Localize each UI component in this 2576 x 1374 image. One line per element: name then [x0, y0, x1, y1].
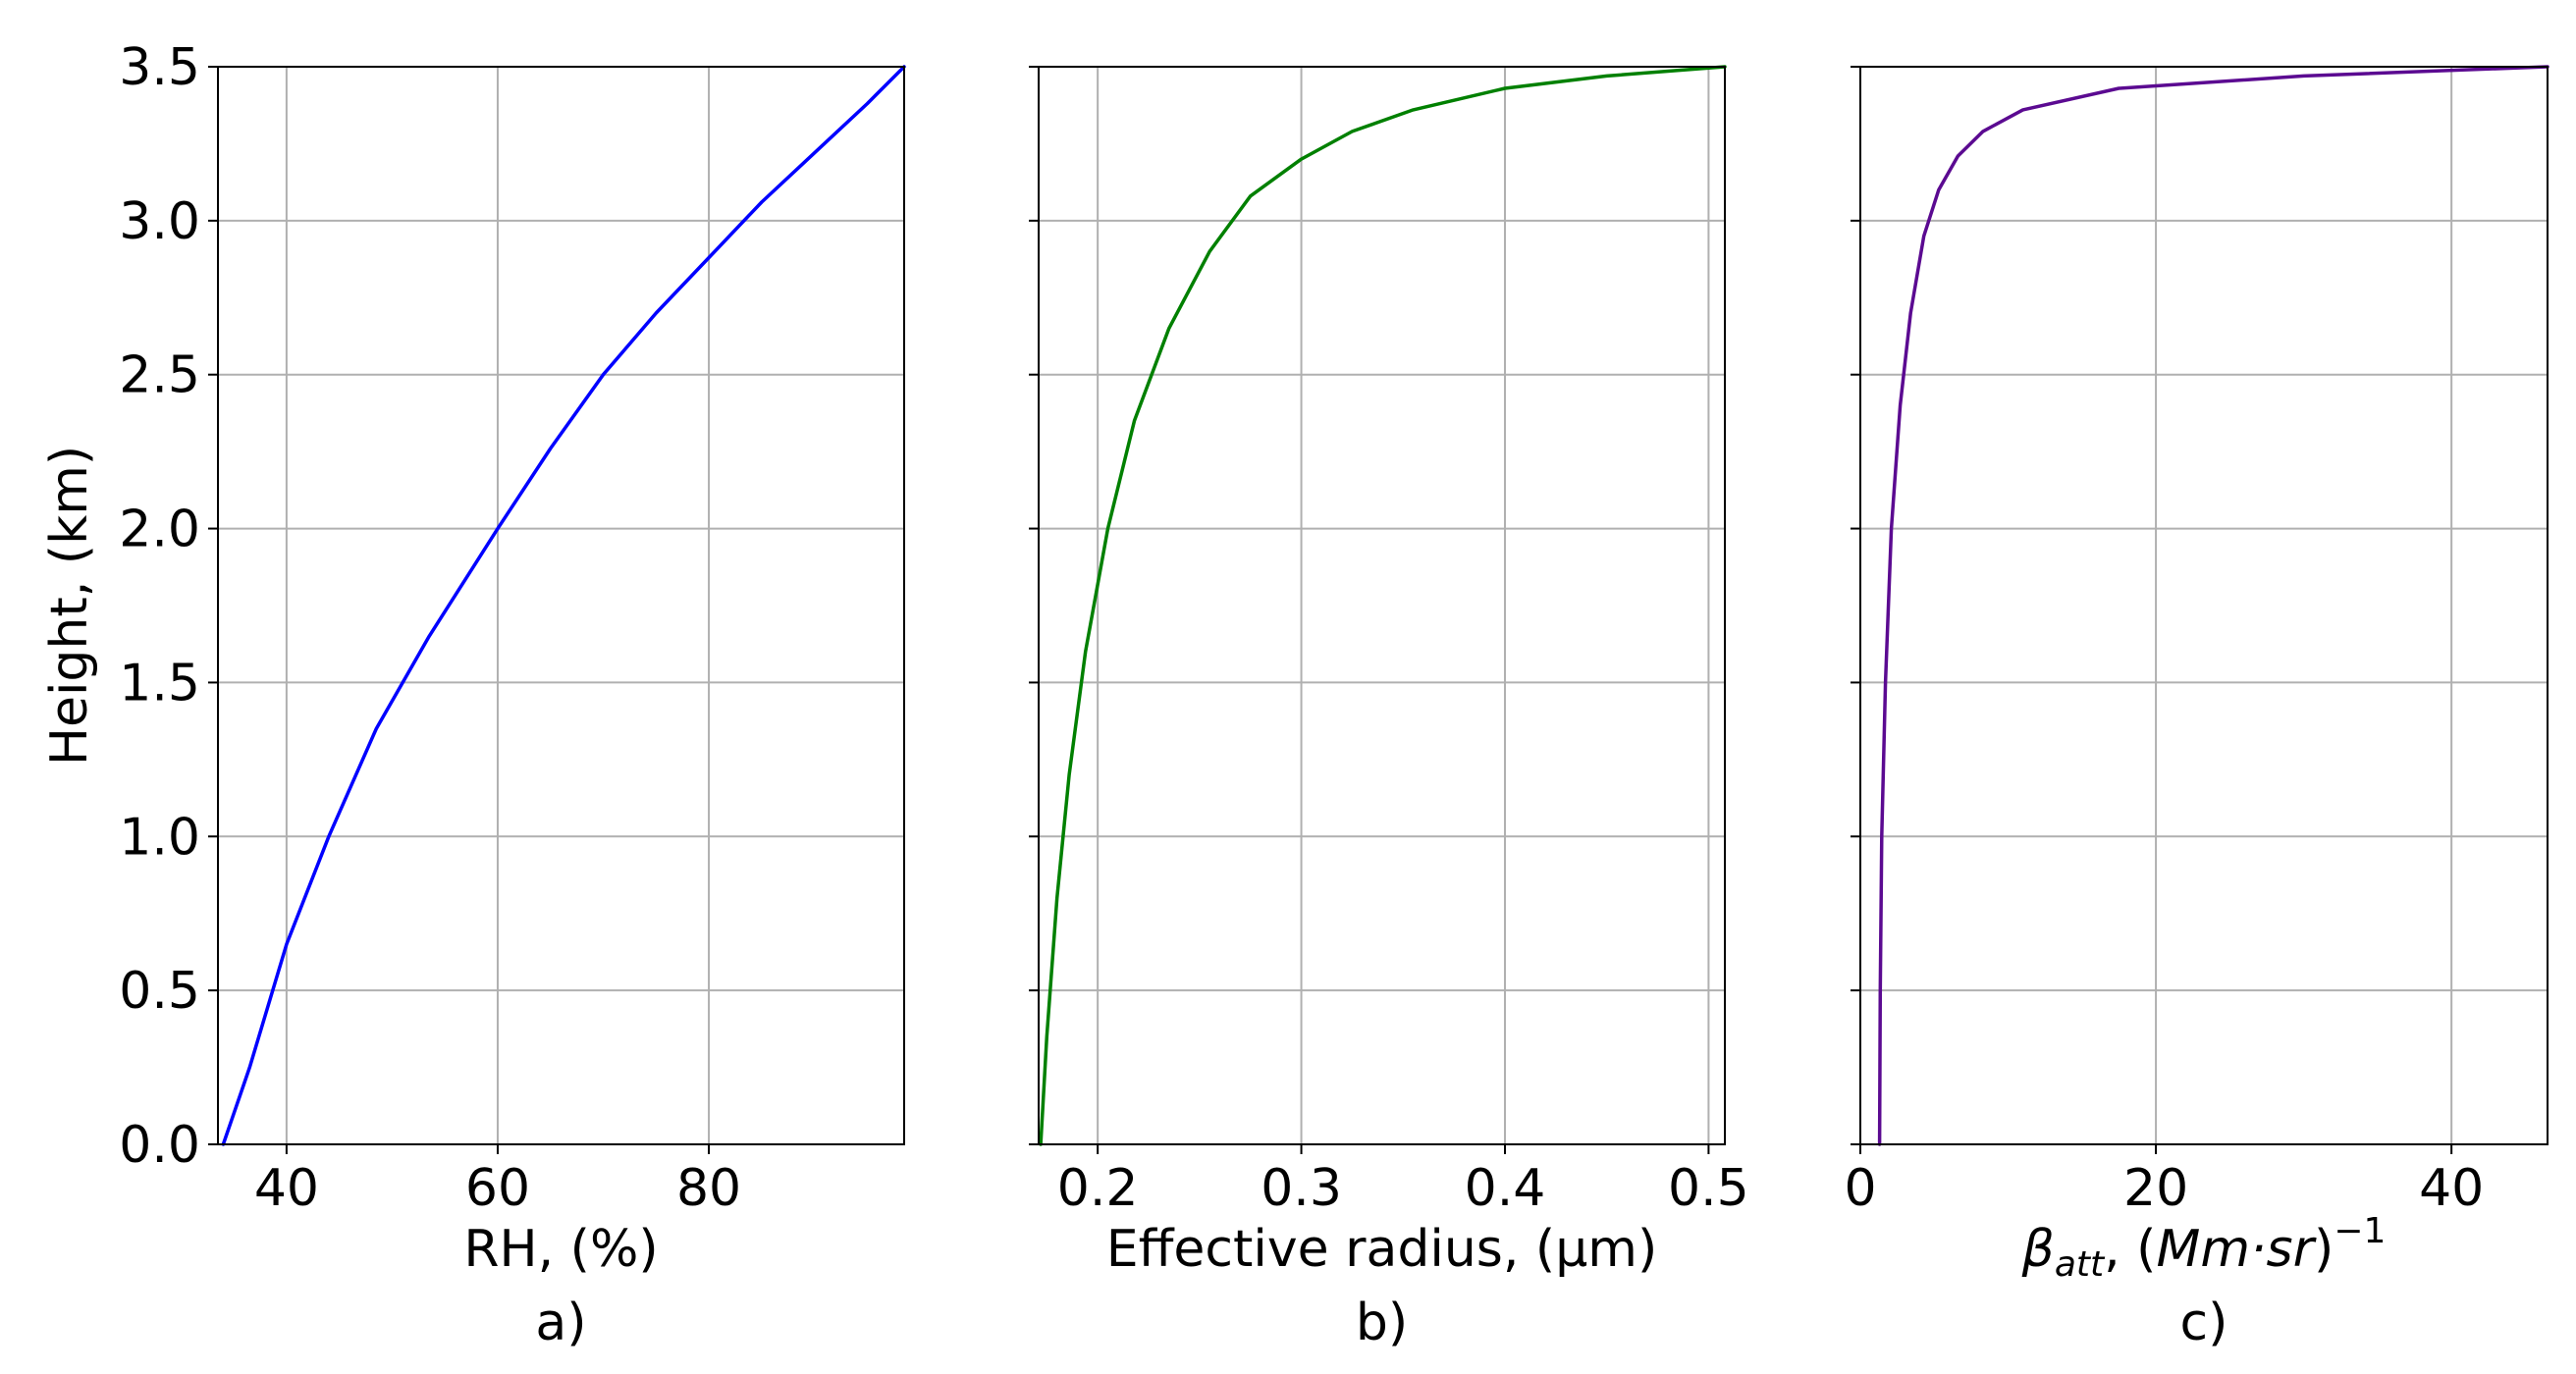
series-line	[1877, 65, 2549, 1146]
axes-frame	[217, 66, 905, 1145]
y-tick-label: 1.5	[119, 654, 200, 713]
panel-a: 40 60 80 0.0 0.5 1.0 1.5 2.0 2.5 3.0 3.5 RH, (%) a) H…	[40, 38, 906, 1352]
axes-frame	[1859, 66, 2549, 1145]
x-tick-label: 40	[254, 1159, 319, 1218]
x-axis-label: RH, (%)	[463, 1220, 658, 1279]
y-tick-label: 1.0	[119, 808, 200, 867]
axes-frame	[1038, 66, 1726, 1145]
x-tick-label: 20	[2123, 1159, 2188, 1218]
y-tick-label: 2.0	[119, 501, 200, 559]
x-tick-label: 0	[1844, 1159, 1876, 1218]
series-line	[1039, 65, 1727, 1146]
x-tick-label: 0.4	[1465, 1159, 1546, 1218]
x-axis-label: Effective radius, (μm)	[1106, 1220, 1658, 1279]
y-tick-label: 3.5	[119, 38, 200, 97]
panel-label: b)	[1356, 1294, 1408, 1352]
y-tick-label: 0.5	[119, 962, 200, 1021]
panel-label: c)	[2180, 1294, 2228, 1352]
panel-c: 0 20 40 βatt, (Mm·sr)−1 c)	[1844, 65, 2549, 1352]
x-tick-label: 60	[465, 1159, 530, 1218]
x-tick-label: 0.2	[1057, 1159, 1139, 1218]
series-line	[221, 65, 906, 1146]
y-tick-label: 0.0	[119, 1116, 200, 1175]
y-tick-label: 3.0	[119, 192, 200, 251]
y-tick-label: 2.5	[119, 346, 200, 405]
x-tick-label: 40	[2419, 1159, 2484, 1218]
panel-label: a)	[535, 1294, 586, 1352]
x-tick-label: 0.3	[1261, 1159, 1342, 1218]
y-axis-label: Height, (km)	[40, 446, 99, 766]
x-axis-label: βatt, (Mm·sr)−1	[2021, 1211, 2387, 1285]
x-tick-label: 0.5	[1668, 1159, 1749, 1218]
x-tick-label: 80	[676, 1159, 741, 1218]
